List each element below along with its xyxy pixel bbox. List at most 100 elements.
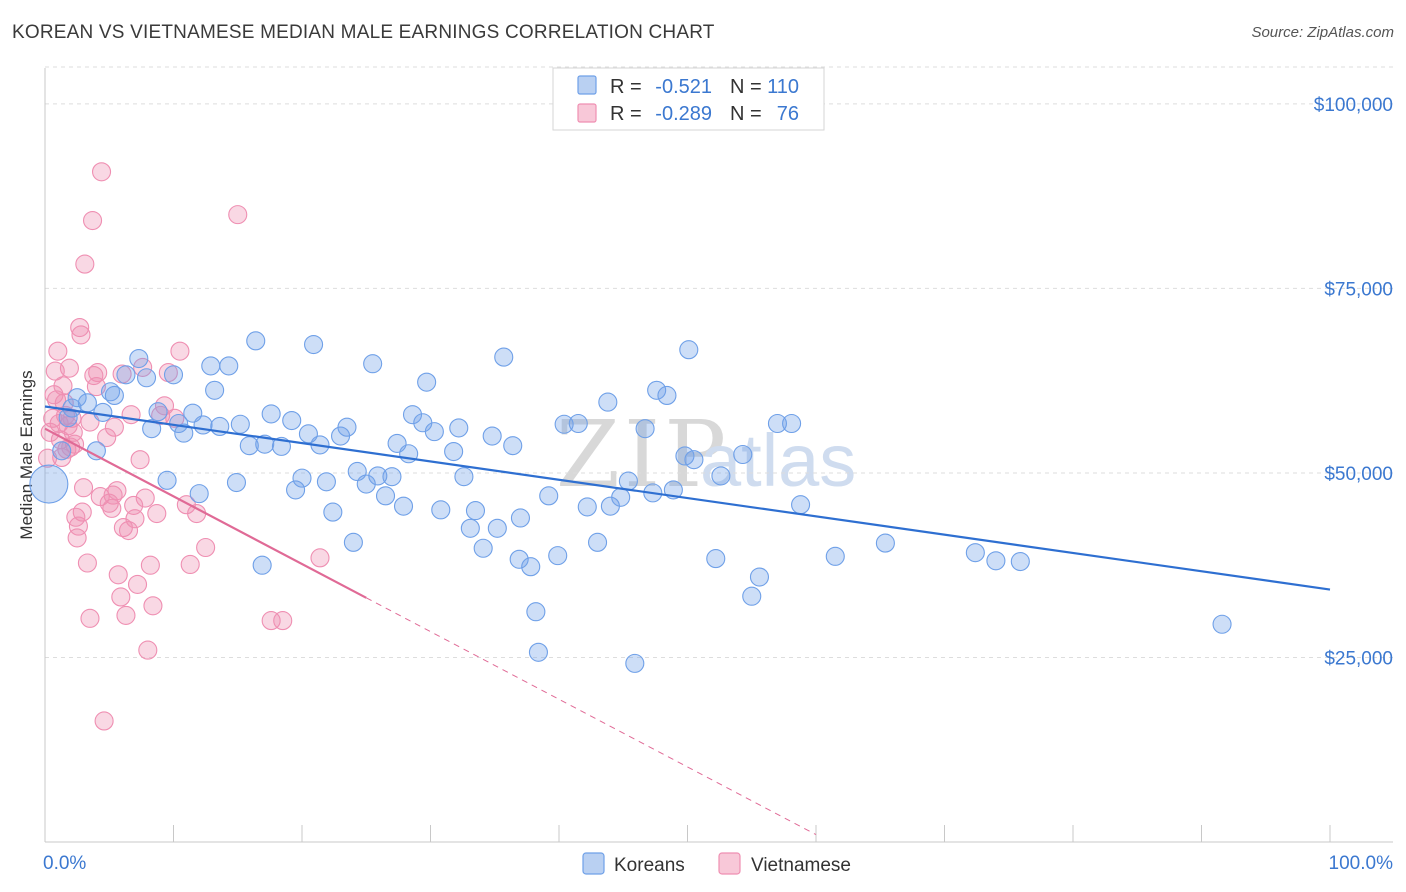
regression-lines: [44, 405, 1331, 836]
vietnamese-point: [170, 341, 190, 361]
x-tick-label-max: 100.0%: [1329, 853, 1394, 874]
korean-point: [460, 518, 480, 538]
chart-title: KOREAN VS VIETNAMESE MEDIAN MALE EARNING…: [12, 22, 715, 43]
korean-point: [684, 450, 704, 470]
korean-point: [201, 356, 221, 376]
series-legend-swatch-vietnamese: [718, 852, 741, 875]
legend-korean-r-label: R =: [610, 76, 642, 98]
korean-point: [503, 436, 523, 456]
vietnamese-point: [127, 574, 148, 594]
vietnamese-point: [261, 611, 281, 631]
korean-point: [148, 402, 168, 422]
korean-point: [767, 413, 788, 434]
korean-point: [157, 470, 177, 490]
korean-point: [292, 468, 312, 488]
korean-point: [494, 347, 514, 367]
vietnamese-point: [165, 408, 185, 428]
y-tick-label: $75,000: [1324, 279, 1393, 300]
korean-point: [255, 434, 275, 454]
korean-point: [163, 365, 184, 385]
vietnamese-point: [74, 478, 94, 498]
vietnamese-point: [111, 587, 131, 607]
korean-point: [100, 382, 121, 402]
korean-point: [487, 518, 507, 538]
korean-point: [749, 567, 770, 587]
vietnamese-point: [143, 596, 163, 616]
korean-point: [58, 408, 78, 428]
korean-point: [304, 334, 324, 355]
legend-frame: [552, 67, 825, 131]
legend-korean-n-value: 110: [767, 76, 799, 98]
korean-point: [67, 388, 87, 408]
korean-point: [323, 502, 343, 522]
vietnamese-point: [130, 450, 150, 470]
korean-point: [219, 356, 239, 376]
korean-point: [465, 501, 486, 521]
korean-point: [77, 393, 97, 413]
korean-point: [986, 551, 1006, 571]
vietnamese-points: [38, 162, 330, 731]
korean-point: [230, 414, 250, 434]
vietnamese-point: [147, 503, 167, 524]
vietnamese-point: [196, 537, 216, 558]
vietnamese-point: [86, 377, 106, 397]
korean-point: [875, 533, 895, 553]
korean-point: [482, 426, 502, 446]
y-axis-label: Median Male Earnings: [17, 370, 36, 539]
source-credit: Source: ZipAtlas.com: [1251, 24, 1394, 41]
korean-point: [587, 532, 608, 552]
vietnamese-point: [59, 358, 79, 378]
vietnamese-point: [108, 565, 128, 585]
korean-point: [193, 415, 213, 435]
vietnamese-point: [187, 503, 207, 524]
legend-vietnamese-n-label: N =: [730, 103, 762, 125]
korean-point: [246, 331, 266, 351]
korean-point: [449, 418, 469, 438]
y-tick-label: $25,000: [1324, 648, 1393, 669]
korean-point: [791, 495, 811, 515]
korean-point: [782, 413, 802, 434]
korean-point: [454, 467, 474, 487]
korean-point: [286, 480, 306, 500]
vietnamese-point: [75, 254, 95, 274]
korean-point: [706, 549, 726, 569]
korean-point: [174, 423, 194, 443]
vietnamese-point: [53, 376, 73, 396]
x-tick-label-min: 0.0%: [43, 853, 86, 874]
korean-point: [129, 348, 149, 369]
y-tick-label: $100,000: [1314, 95, 1393, 116]
korean-point: [965, 543, 985, 563]
korean-point: [635, 419, 655, 439]
vietnamese-point: [71, 325, 91, 345]
vietnamese-point: [273, 611, 293, 631]
korean-point: [226, 472, 247, 493]
korean-point: [577, 497, 597, 517]
vietnamese-point: [70, 317, 90, 338]
vietnamese-point: [91, 162, 112, 182]
legend-swatch-vietnamese: [577, 103, 597, 123]
korean-point: [189, 484, 209, 504]
vietnamese-point: [77, 553, 97, 573]
y-tick-labels: $25,000 $50,000 $75,000 $100,000: [1314, 95, 1393, 670]
korean-point: [363, 354, 383, 374]
korean-point: [205, 380, 225, 400]
korean-point: [625, 653, 645, 673]
x-ticks: [44, 825, 1331, 842]
korean-point: [86, 441, 106, 461]
vietnamese-point: [48, 341, 68, 361]
vietnamese-point: [138, 640, 158, 660]
korean-point: [539, 486, 559, 506]
korean-point: [93, 402, 113, 422]
korean-point: [521, 557, 541, 577]
vietnamese-point: [140, 555, 160, 575]
vietnamese-point: [121, 405, 141, 425]
vietnamese-regression-line: [44, 427, 367, 599]
korean-point: [509, 549, 529, 569]
vietnamese-point: [310, 548, 330, 568]
korean-point: [136, 368, 157, 388]
legend-vietnamese-n-value: 76: [777, 103, 799, 125]
korean-point: [742, 586, 762, 606]
vietnamese-point: [107, 481, 127, 501]
korean-point: [343, 532, 363, 552]
